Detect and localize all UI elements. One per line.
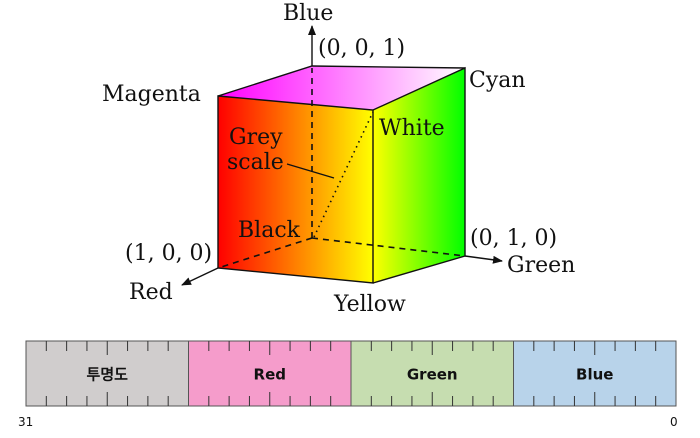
register-segment-label-1: Red	[254, 366, 286, 384]
cube-right-face	[373, 68, 465, 283]
argb-register: 투명도 Red Green Blue	[25, 340, 677, 407]
corner-label-magenta: Magenta	[102, 82, 201, 107]
cube-front-face	[218, 96, 373, 283]
coordinate-red: (1, 0, 0)	[125, 241, 212, 266]
grey-scale-label-line1: Grey	[229, 125, 283, 150]
axis-label-blue: Blue	[283, 1, 333, 26]
axis-label-red: Red	[129, 280, 173, 305]
axis-label-green: Green	[507, 253, 575, 278]
corner-label-white: White	[379, 116, 445, 141]
corner-label-yellow: Yellow	[333, 292, 406, 317]
bit-label-low: 0	[670, 415, 678, 429]
corner-label-black: Black	[238, 218, 301, 243]
grey-scale-leader	[286, 163, 335, 179]
grey-scale-label-line2: scale	[227, 150, 284, 175]
register-segment-label-0: 투명도	[87, 366, 129, 384]
register-segment-label-3: Blue	[576, 366, 613, 384]
register-segment-label-2: Green	[407, 366, 458, 384]
coordinate-blue: (0, 0, 1)	[318, 36, 405, 61]
green-axis-arrow	[464, 255, 503, 264]
red-axis-arrow	[181, 267, 219, 286]
corner-label-cyan: Cyan	[469, 68, 526, 93]
grey-scale-diagonal	[313, 111, 374, 238]
hidden-edges	[217, 68, 466, 269]
coordinate-green: (0, 1, 0)	[470, 226, 557, 251]
bit-label-high: 31	[18, 415, 33, 429]
